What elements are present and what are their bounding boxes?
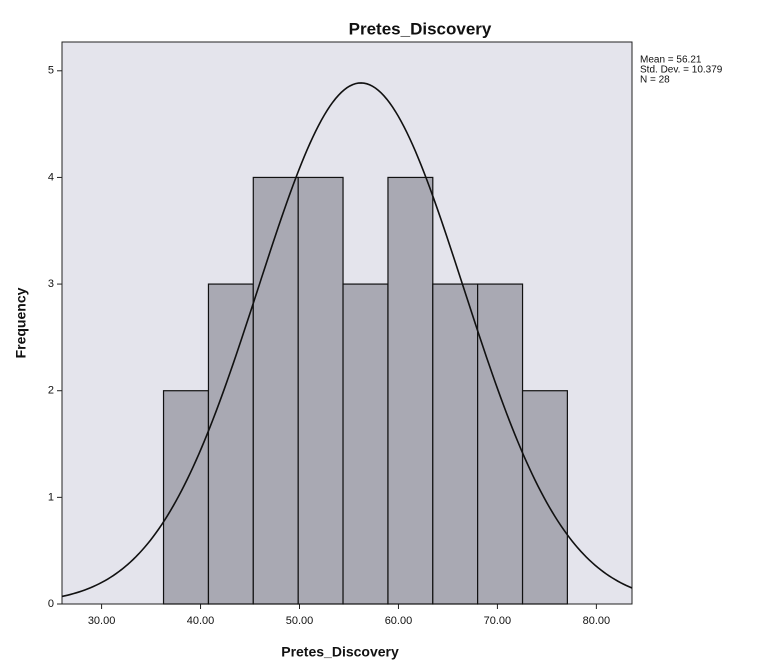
bar	[253, 177, 298, 604]
y-tick-label: 1	[48, 491, 54, 503]
x-tick-label: 80.00	[583, 615, 611, 627]
y-tick-label: 0	[48, 598, 54, 610]
x-tick-label: 30.00	[88, 615, 116, 627]
bar	[208, 284, 253, 604]
x-tick-label: 60.00	[385, 615, 413, 627]
x-tick-label: 40.00	[187, 615, 215, 627]
x-axis-label: Pretes_Discovery	[281, 644, 399, 660]
y-tick-label: 5	[48, 65, 54, 77]
y-tick-label: 2	[48, 385, 54, 397]
bar	[343, 284, 388, 604]
bar	[523, 391, 568, 604]
bar	[298, 177, 343, 604]
x-tick-label: 50.00	[286, 615, 314, 627]
bar	[433, 284, 478, 604]
chart-title: Pretes_Discovery	[349, 19, 492, 38]
chart: Pretes_Discovery Pretes_Discovery Freque…	[0, 0, 764, 665]
stats-label: N = 28	[640, 75, 670, 86]
y-tick-label: 4	[48, 171, 54, 183]
bar	[164, 391, 209, 604]
x-tick-label: 70.00	[484, 615, 512, 627]
y-tick-label: 3	[48, 278, 54, 290]
y-axis-label: Frequency	[13, 287, 29, 358]
bar	[478, 284, 523, 604]
bar	[388, 177, 433, 604]
